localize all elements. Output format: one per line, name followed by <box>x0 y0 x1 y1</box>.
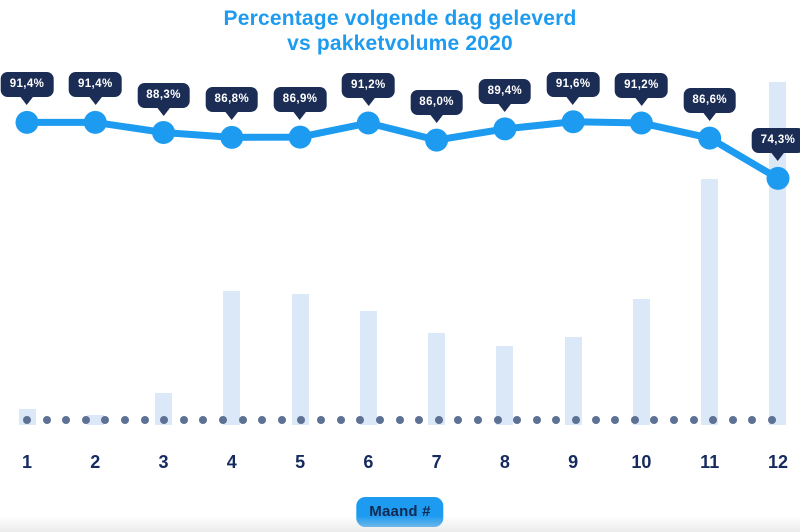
data-point-month-10 <box>629 111 653 135</box>
baseline-dot <box>317 416 326 424</box>
value-badge-month-5: 86,9% <box>273 87 327 113</box>
x-tick-label-11: 11 <box>700 452 720 472</box>
data-point-month-1 <box>15 110 39 134</box>
x-tick-label-6: 6 <box>363 452 374 472</box>
volume-bar-month-6 <box>359 311 377 425</box>
baseline-dot <box>160 416 169 424</box>
data-point-month-5 <box>288 125 312 149</box>
x-tick-label-9: 9 <box>568 452 579 472</box>
x-tick-label-12: 12 <box>767 452 788 472</box>
baseline-dot <box>768 416 776 424</box>
data-point-month-9 <box>561 110 585 134</box>
baseline-dot <box>375 416 384 424</box>
baseline-dot <box>297 416 306 424</box>
x-axis-title-pill: Maand # <box>356 497 444 527</box>
baseline-dot <box>591 416 600 424</box>
baseline-dot <box>23 416 31 424</box>
volume-bar-month-3 <box>155 393 173 425</box>
value-badge-month-7: 86,0% <box>410 90 463 116</box>
percentage-line-path <box>23 118 782 182</box>
x-tick-label-1: 1 <box>21 452 33 472</box>
value-badge-month-3: 88,3% <box>137 82 190 108</box>
chart-title-line1: Percentage volgende dag geleverd <box>223 7 577 30</box>
volume-bar-month-8 <box>496 346 514 425</box>
baseline-dot <box>81 416 90 424</box>
baseline-dot <box>42 416 51 424</box>
baseline-dot <box>728 416 737 424</box>
x-tick-label-4: 4 <box>226 452 237 472</box>
value-badge-month-6: 91,2% <box>342 73 395 99</box>
x-axis-title-label: Maand # <box>369 503 431 520</box>
data-point-month-3 <box>152 121 175 144</box>
baseline-dot <box>473 416 482 424</box>
baseline-dot <box>571 416 580 424</box>
volume-bar-month-10 <box>632 299 650 425</box>
baseline-dot <box>356 416 365 424</box>
baseline-dot <box>199 416 208 424</box>
value-badge-month-11: 86,6% <box>683 88 736 114</box>
x-tick-label-7: 7 <box>431 452 442 472</box>
volume-bar-month-4 <box>223 290 241 425</box>
data-point-month-12 <box>766 166 790 190</box>
baseline-dot <box>454 416 463 424</box>
baseline-dot <box>709 416 718 424</box>
data-point-month-7 <box>425 128 449 152</box>
baseline-dot <box>650 416 659 424</box>
data-point-month-11 <box>698 126 722 150</box>
baseline-dot <box>532 416 541 424</box>
x-tick-label-3: 3 <box>158 452 169 472</box>
baseline-dot <box>669 416 678 424</box>
x-tick-label-5: 5 <box>295 452 306 472</box>
baseline-dot <box>689 416 698 424</box>
value-badge-month-9: 91,6% <box>546 71 600 97</box>
value-badge-month-4: 86,8% <box>205 87 259 113</box>
data-point-month-8 <box>493 117 517 141</box>
value-badge-month-10: 91,2% <box>615 73 668 99</box>
baseline-dot <box>62 416 71 424</box>
data-point-month-4 <box>220 125 244 149</box>
volume-bar-month-11 <box>701 179 719 425</box>
value-badge-month-2: 91,4% <box>68 72 122 98</box>
baseline-dot <box>395 416 404 424</box>
baseline-dot <box>258 416 267 424</box>
chart-title-line2: vs pakketvolume 2020 <box>287 32 513 55</box>
x-tick-label-2: 2 <box>90 452 101 472</box>
baseline-dot <box>493 416 502 424</box>
baseline-dot <box>630 416 639 424</box>
baseline-dot <box>179 416 188 424</box>
baseline-dot <box>336 416 345 424</box>
baseline-dot <box>277 416 286 424</box>
baseline-dot <box>415 416 424 424</box>
baseline-dot <box>513 416 522 424</box>
baseline-dot <box>552 416 561 424</box>
x-tick-label-10: 10 <box>631 452 652 472</box>
value-badge-month-12: 74,3% <box>751 128 800 154</box>
baseline-dot <box>219 416 228 424</box>
x-tick-label-8: 8 <box>499 452 510 472</box>
chart-title: Percentage volgende dag geleverd vs pakk… <box>0 6 800 56</box>
baseline-dot <box>434 416 443 424</box>
value-badge-month-1: 91,4% <box>0 72 54 98</box>
data-point-month-2 <box>83 110 107 134</box>
baseline-dot <box>140 416 149 424</box>
baseline-dot <box>121 416 130 424</box>
baseline-dot <box>101 416 110 424</box>
volume-bar-month-9 <box>564 336 582 425</box>
data-point-month-6 <box>356 111 380 135</box>
volume-bar-month-7 <box>428 333 446 425</box>
volume-bar-month-2 <box>86 415 104 425</box>
baseline-dot <box>748 416 757 424</box>
baseline-dot <box>611 416 620 424</box>
baseline-dot <box>238 416 247 424</box>
value-badge-month-8: 89,4% <box>478 78 532 104</box>
volume-bar-month-5 <box>291 293 309 425</box>
